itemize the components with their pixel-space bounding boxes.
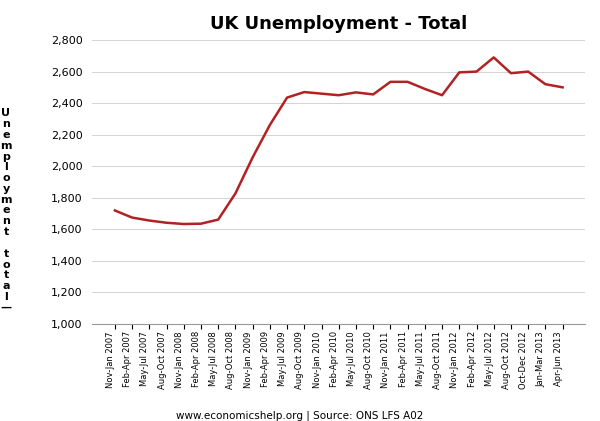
Text: U
n
e
m
p
l
o
y
m
e
n
t
 
t
o
t
a
l
—: U n e m p l o y m e n t t o t a l —	[0, 108, 12, 313]
Title: UK Unemployment - Total: UK Unemployment - Total	[210, 15, 467, 33]
Text: www.economicshelp.org | Source: ONS LFS A02: www.economicshelp.org | Source: ONS LFS …	[176, 411, 424, 421]
